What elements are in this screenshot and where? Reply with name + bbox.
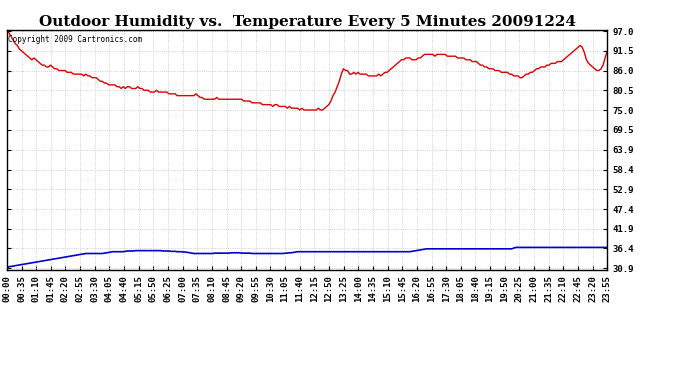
Text: Copyright 2009 Cartronics.com: Copyright 2009 Cartronics.com [8, 35, 141, 44]
Title: Outdoor Humidity vs.  Temperature Every 5 Minutes 20091224: Outdoor Humidity vs. Temperature Every 5… [39, 15, 575, 29]
